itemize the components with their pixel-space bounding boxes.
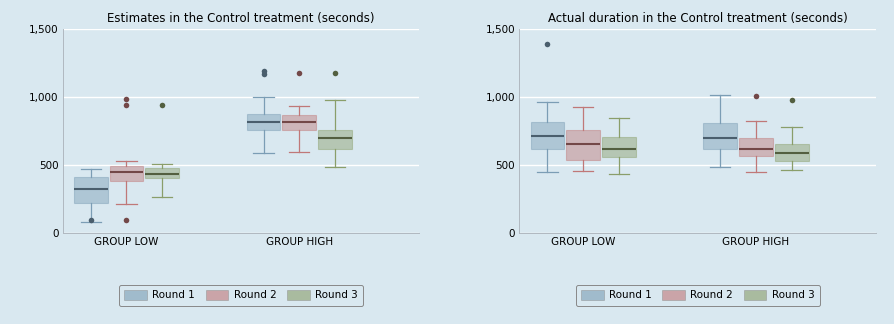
FancyBboxPatch shape [530, 122, 564, 149]
FancyBboxPatch shape [110, 166, 143, 181]
FancyBboxPatch shape [566, 130, 600, 160]
Title: Estimates in the Control treatment (seconds): Estimates in the Control treatment (seco… [107, 12, 375, 25]
FancyBboxPatch shape [602, 137, 636, 157]
FancyBboxPatch shape [739, 138, 772, 156]
FancyBboxPatch shape [145, 168, 179, 178]
FancyBboxPatch shape [74, 177, 107, 203]
FancyBboxPatch shape [704, 123, 738, 149]
FancyBboxPatch shape [318, 130, 351, 149]
FancyBboxPatch shape [247, 114, 281, 130]
Legend: Round 1, Round 2, Round 3: Round 1, Round 2, Round 3 [119, 285, 363, 306]
FancyBboxPatch shape [283, 115, 316, 130]
FancyBboxPatch shape [775, 144, 808, 161]
Title: Actual duration in the Control treatment (seconds): Actual duration in the Control treatment… [548, 12, 848, 25]
Legend: Round 1, Round 2, Round 3: Round 1, Round 2, Round 3 [576, 285, 820, 306]
